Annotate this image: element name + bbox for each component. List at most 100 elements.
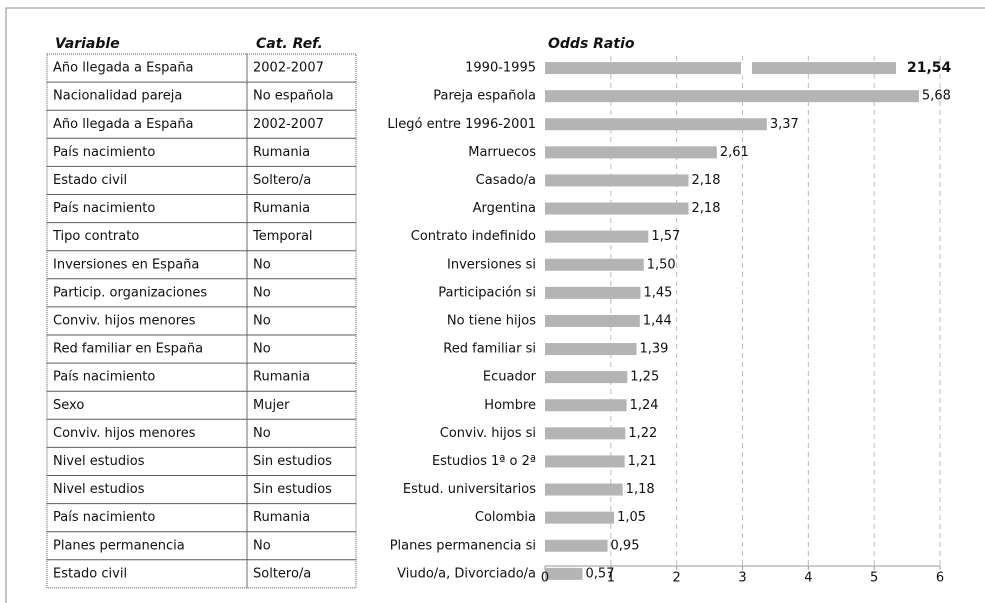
table-text: No	[253, 257, 271, 272]
table-text: No	[253, 313, 271, 328]
table-text: Particip. organizaciones	[53, 285, 207, 300]
value-label: 1,22	[628, 426, 657, 441]
value-label: 1,25	[630, 370, 659, 385]
value-label: 2,18	[692, 173, 721, 188]
category-label: Viudo/a, Divorciado/a	[397, 566, 536, 581]
table-cell	[246, 390, 357, 420]
table-cell	[246, 81, 357, 111]
table-text: Soltero/a	[253, 566, 311, 581]
table-text: No	[253, 342, 271, 357]
value-label: 2,18	[692, 201, 721, 216]
bar	[545, 90, 919, 103]
category-label: Pareja española	[433, 89, 536, 104]
category-label: Colombia	[475, 510, 536, 525]
bar	[545, 62, 896, 75]
table-text: No española	[253, 89, 334, 104]
value-label: 1,24	[630, 398, 659, 413]
table-cell	[246, 531, 357, 561]
value-label: 3,37	[770, 117, 799, 132]
table-text: Año llegada a España	[53, 61, 194, 76]
bar	[545, 230, 649, 243]
table-header: Cat. Ref.	[256, 36, 323, 52]
category-label: Contrato indefinido	[411, 229, 536, 244]
table-cell	[246, 446, 357, 476]
table-text: Rumania	[253, 145, 310, 160]
category-label: Ecuador	[483, 370, 537, 385]
table-text: Sin estudios	[253, 482, 332, 497]
bar	[545, 146, 717, 159]
table-text: Rumania	[253, 510, 310, 525]
table-text: 2002-2007	[253, 61, 324, 76]
category-label: Planes permanencia si	[390, 538, 536, 553]
category-label: Argentina	[473, 201, 536, 216]
category-label: No tiene hijos	[447, 313, 536, 328]
value-label: 1,45	[643, 285, 672, 300]
table-text: Planes permanencia	[53, 538, 185, 553]
table-cell	[246, 475, 357, 505]
table-text: Mujer	[253, 398, 290, 413]
value-label: 2,61	[720, 145, 749, 160]
table-cell	[246, 137, 357, 167]
value-label: 1,57	[651, 229, 680, 244]
table-text: Sin estudios	[253, 454, 332, 469]
x-tick-label: 3	[738, 571, 746, 586]
x-tick-label: 1	[607, 571, 615, 586]
bar	[545, 455, 625, 468]
table-cell	[246, 53, 357, 83]
table-text: Nivel estudios	[53, 454, 145, 469]
table-text: Nacionalidad pareja	[53, 89, 182, 104]
category-label: Estudios 1ª o 2ª	[432, 454, 536, 469]
table-cell	[246, 165, 357, 195]
table-text: Nivel estudios	[53, 482, 145, 497]
table-text: País nacimiento	[53, 201, 155, 216]
table-text: Conviv. hijos menores	[53, 313, 196, 328]
bar	[545, 202, 689, 215]
category-label: Conviv. hijos si	[440, 426, 536, 441]
bar	[545, 371, 628, 384]
x-tick-label: 4	[804, 571, 812, 586]
bar	[545, 427, 626, 440]
category-label: Llegó entre 1996-2001	[387, 117, 536, 132]
bar	[545, 174, 689, 187]
table-cell	[246, 559, 357, 589]
value-label: 21,54	[907, 60, 952, 76]
category-label: Participación si	[438, 285, 536, 300]
bar	[545, 258, 644, 271]
value-label: 5,68	[922, 89, 951, 104]
table-text: Temporal	[252, 229, 313, 244]
table-text: Estado civil	[53, 566, 127, 581]
category-label: Hombre	[484, 398, 536, 413]
x-tick-label: 6	[936, 571, 944, 586]
table-text: Red familiar en España	[53, 342, 203, 357]
axis-break	[741, 60, 752, 77]
table-cell	[246, 334, 357, 364]
bar	[545, 343, 637, 356]
table-text: Año llegada a España	[53, 117, 194, 132]
table-cell	[246, 278, 357, 308]
table-cell	[246, 503, 357, 533]
bar	[545, 483, 623, 496]
table-header: Variable	[55, 36, 120, 52]
table-cell	[246, 222, 357, 252]
frame	[5, 7, 985, 603]
table-text: Soltero/a	[253, 173, 311, 188]
bar	[545, 567, 583, 580]
table-text: No	[253, 285, 271, 300]
bar	[545, 314, 640, 327]
value-label: 1,44	[643, 313, 672, 328]
x-tick-label: 5	[870, 571, 878, 586]
table-cell	[246, 250, 357, 280]
table-text: No	[253, 538, 271, 553]
bar	[545, 286, 641, 299]
table-text: Estado civil	[53, 173, 127, 188]
table-text: País nacimiento	[53, 510, 155, 525]
table-text: Tipo contrato	[52, 229, 139, 244]
bar	[545, 539, 608, 552]
table-text: Sexo	[53, 398, 84, 413]
table-cell	[246, 306, 357, 336]
table-cell	[246, 109, 357, 139]
category-label: Casado/a	[476, 173, 536, 188]
table-text: País nacimiento	[53, 370, 155, 385]
category-label: Marruecos	[468, 145, 536, 160]
